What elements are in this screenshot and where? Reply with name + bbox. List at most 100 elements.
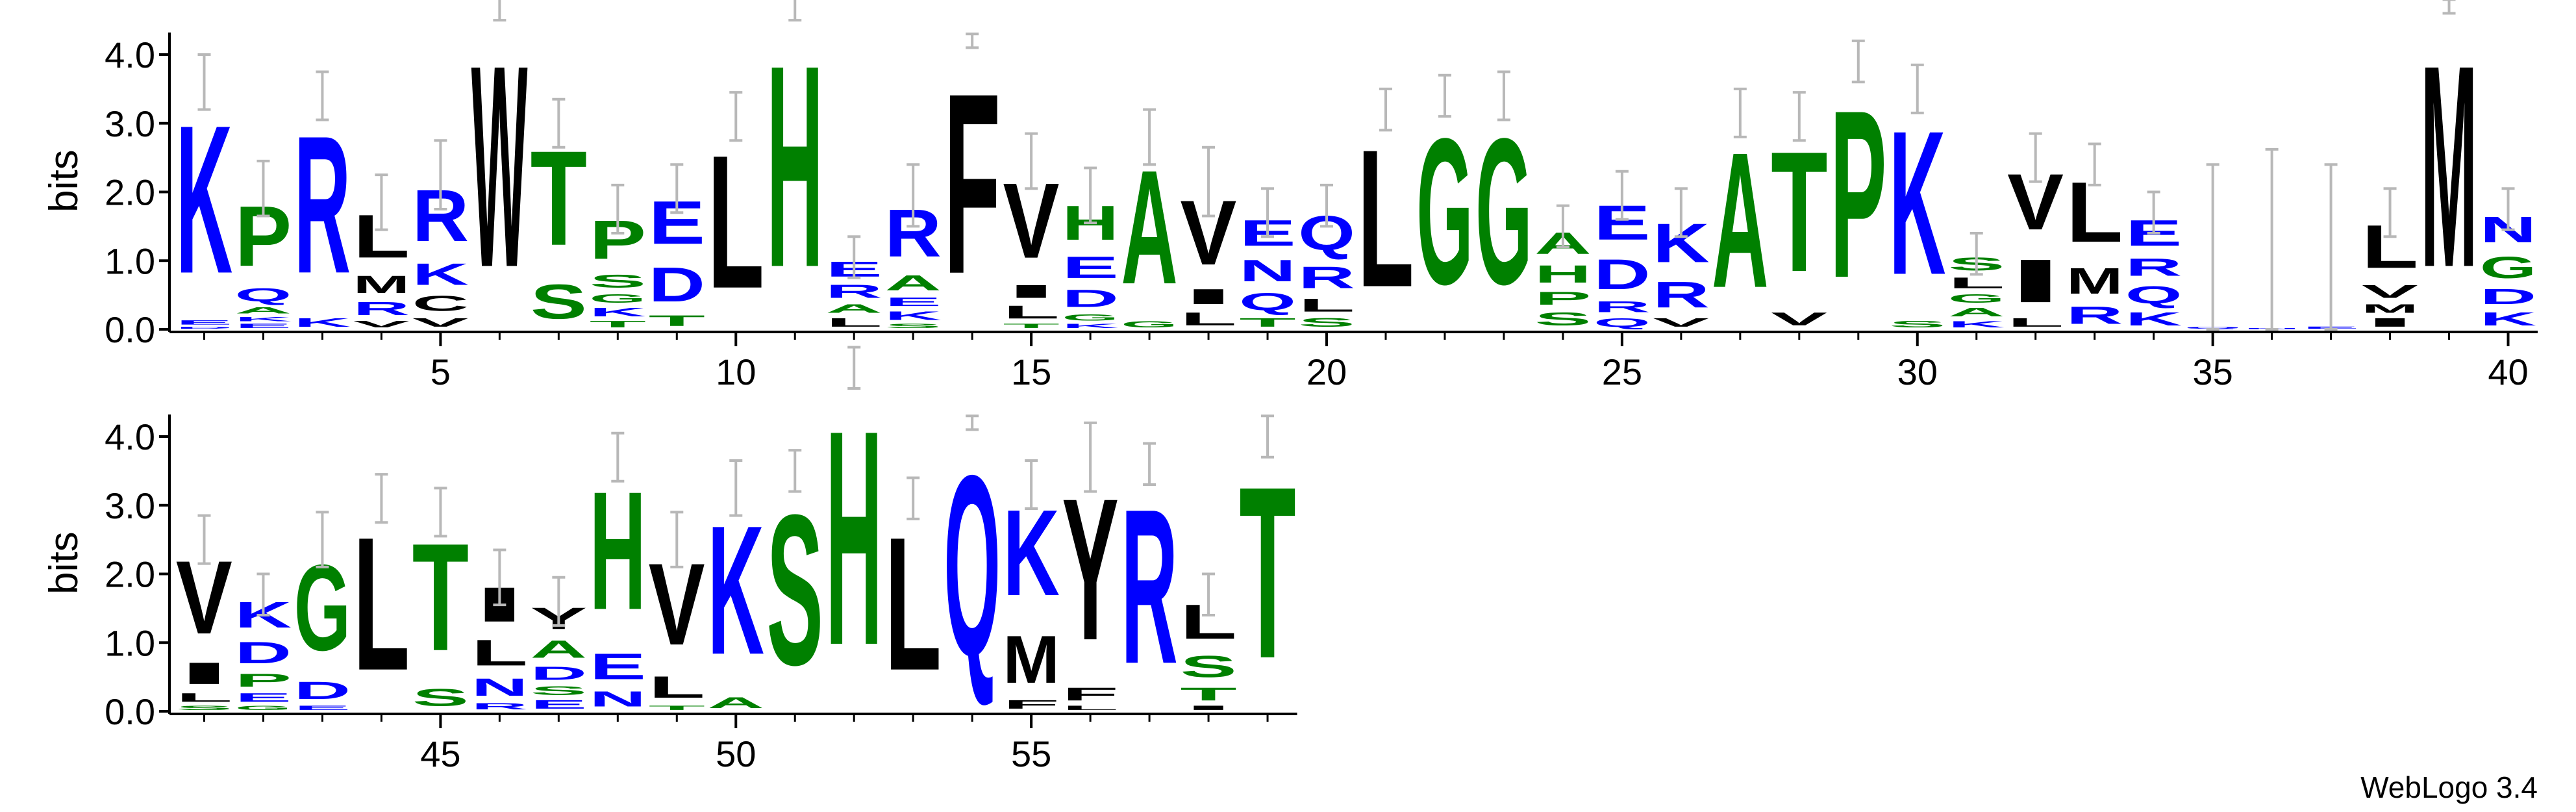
x-tick-label: 15	[1011, 351, 1051, 392]
letter: I	[2362, 316, 2418, 329]
letter: G	[2480, 251, 2536, 285]
letter: D	[294, 677, 351, 704]
letter: T	[1180, 684, 1236, 705]
letter: L	[1357, 109, 1414, 328]
letter: L	[1948, 274, 2005, 291]
letter: V	[1771, 309, 1827, 329]
x-tick-label: 40	[2488, 351, 2528, 392]
letter: K	[885, 309, 942, 322]
y-tick-label: 1.0	[105, 622, 155, 663]
letter: K	[590, 305, 646, 319]
letter: T	[1239, 436, 1295, 710]
letter: R	[471, 701, 528, 711]
letter: F	[944, 40, 1000, 328]
letter: I	[2007, 247, 2064, 315]
letter: E	[294, 704, 351, 711]
letter: S	[1534, 309, 1591, 329]
letter: L	[826, 316, 882, 329]
letter: V	[412, 316, 469, 329]
letter: L	[1062, 704, 1118, 711]
letter: P	[235, 670, 292, 691]
letter: Q	[1239, 288, 1295, 315]
letter: M	[1003, 622, 1059, 697]
letter: S	[767, 470, 823, 710]
letter: K	[2125, 309, 2182, 329]
letter: N	[1239, 254, 1295, 288]
letter: A	[235, 305, 292, 316]
letter: K	[176, 82, 232, 318]
letter: L	[708, 115, 764, 328]
letter: R	[353, 298, 410, 319]
letter: T	[1003, 322, 1059, 329]
letter: A	[1712, 112, 1768, 329]
letter: S	[176, 704, 232, 711]
y-axis-label: bits	[42, 531, 86, 594]
letter: V	[2362, 281, 2418, 302]
letter: A	[708, 694, 764, 711]
letter: R	[2125, 254, 2182, 281]
x-tick-label: 50	[716, 733, 756, 774]
letter: R	[1298, 261, 1355, 295]
y-tick-label: 0.0	[105, 691, 155, 732]
letter: D	[1594, 250, 1650, 298]
letter: T	[1239, 316, 1295, 329]
letter: S	[1180, 650, 1236, 684]
letter: G	[1062, 312, 1118, 323]
x-tick-label: 55	[1011, 733, 1051, 774]
letter: C	[412, 292, 469, 316]
letter: E	[1062, 250, 1118, 285]
letter: A	[885, 271, 942, 295]
letter: Q	[2125, 281, 2182, 309]
y-tick-label: 0.0	[105, 309, 155, 350]
letter: M	[2421, 6, 2477, 327]
letter: T	[412, 512, 469, 683]
letter: R	[2066, 302, 2123, 329]
letter: V	[353, 319, 410, 329]
letter: E	[235, 322, 292, 329]
letter: L	[176, 691, 232, 704]
letter: K	[1889, 88, 1945, 318]
letter: D	[649, 258, 705, 312]
letter: D	[176, 326, 232, 329]
letter: A	[826, 302, 882, 316]
letter: G	[1121, 319, 1177, 329]
x-tick-label: 30	[1897, 351, 1938, 392]
letter: Q	[1594, 316, 1650, 329]
y-tick-label: 4.0	[105, 416, 155, 457]
letter: H	[590, 457, 646, 645]
letter: L	[1298, 295, 1355, 316]
letter: S	[531, 274, 587, 329]
letter: N	[471, 674, 528, 701]
letter: A	[1948, 305, 2005, 319]
letter: H	[1534, 260, 1591, 288]
y-tick-label: 1.0	[105, 240, 155, 281]
letter: G	[235, 704, 292, 711]
letter: T	[649, 312, 705, 329]
letter: E	[590, 646, 646, 687]
letter: A	[1121, 136, 1177, 318]
y-tick-label: 3.0	[105, 485, 155, 526]
letter: T	[649, 704, 705, 711]
x-tick-label: 45	[420, 733, 460, 774]
letter: G	[1416, 94, 1473, 327]
y-tick-label: 2.0	[105, 554, 155, 595]
letter: L	[1003, 302, 1059, 323]
letter: S	[885, 322, 942, 329]
letter: N	[590, 687, 646, 711]
letter: L	[2007, 316, 2064, 329]
letter: E	[531, 698, 587, 711]
letter: D	[1062, 285, 1118, 312]
letter: I	[1180, 704, 1236, 711]
letter: R	[1121, 464, 1177, 711]
letter: T	[590, 319, 646, 329]
letter: Q	[235, 285, 292, 305]
letter: L	[353, 497, 410, 710]
letter: L	[471, 633, 528, 674]
letter: Y	[1062, 457, 1118, 683]
letter: W	[471, 5, 529, 327]
letter: D	[531, 663, 587, 684]
x-tick-label: 20	[1307, 351, 1347, 392]
letter: H	[767, 5, 823, 327]
letter: L	[1180, 309, 1236, 329]
